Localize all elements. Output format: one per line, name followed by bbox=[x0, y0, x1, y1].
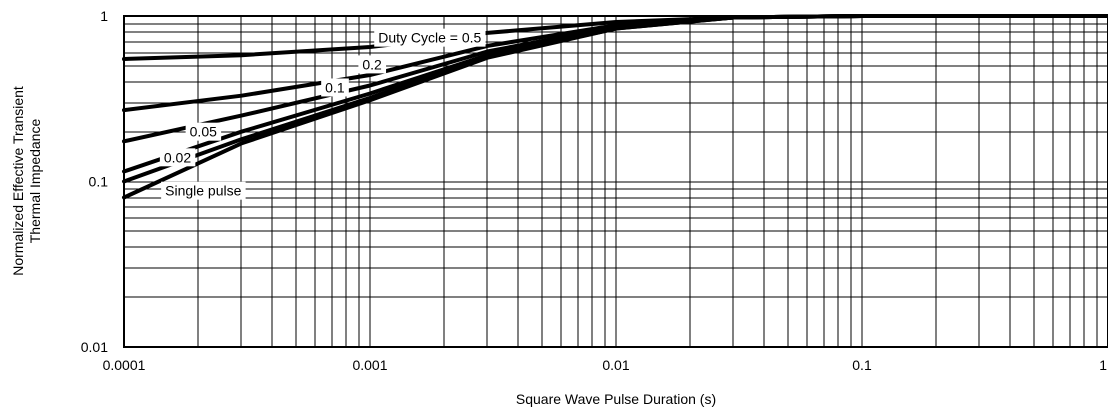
series-label-box bbox=[321, 78, 349, 97]
series-label-text: 0.1 bbox=[325, 79, 345, 95]
series-label-2: 0.1 bbox=[321, 78, 349, 97]
y-tick-label: 1 bbox=[100, 8, 108, 24]
series-label-box bbox=[358, 55, 387, 74]
tick-labels: 0.0001 0.001 0.01 0.1 1 0.01 0.1 1 bbox=[81, 8, 1107, 373]
y-axis-title-line-1: Normalized Effective Transient bbox=[10, 86, 26, 276]
grid-lines bbox=[123, 16, 1108, 348]
curve-labels: Duty Cycle = 0.5 0.2 0.1 0.05 0.02 Single pul… bbox=[159, 28, 486, 200]
x-tick-label: 0.1 bbox=[852, 357, 872, 373]
series-label-box bbox=[374, 28, 486, 47]
y-tick-label: 0.1 bbox=[89, 174, 109, 190]
series-label-box bbox=[159, 148, 196, 167]
x-axis-title: Square Wave Pulse Duration (s) bbox=[516, 391, 716, 407]
x-tick-label: 1 bbox=[1099, 357, 1107, 373]
series-label-0: Duty Cycle = 0.5 bbox=[374, 28, 486, 47]
series-label-3: 0.05 bbox=[185, 122, 222, 141]
series-label-text: 0.2 bbox=[362, 56, 382, 72]
series-label-5: Single pulse bbox=[161, 181, 246, 200]
plot-frame bbox=[123, 15, 1108, 348]
x-tick-label: 0.001 bbox=[352, 357, 387, 373]
series-label-box bbox=[185, 122, 222, 141]
series-label-text: 0.05 bbox=[190, 124, 217, 140]
series-label-4: 0.02 bbox=[159, 148, 196, 167]
series-label-text: Duty Cycle = 0.5 bbox=[378, 30, 481, 46]
y-axis-title-line-2: Thermal Impedance bbox=[27, 119, 43, 244]
series-label-1: 0.2 bbox=[358, 55, 387, 74]
y-axis-title: Normalized Effective Transient Thermal I… bbox=[10, 86, 43, 276]
series-label-text: 0.02 bbox=[164, 149, 191, 165]
series-label-box bbox=[161, 181, 246, 200]
y-tick-label: 0.01 bbox=[81, 339, 108, 355]
series-label-text: Single pulse bbox=[165, 183, 241, 199]
x-tick-label: 0.0001 bbox=[103, 357, 146, 373]
x-tick-label: 0.01 bbox=[602, 357, 629, 373]
